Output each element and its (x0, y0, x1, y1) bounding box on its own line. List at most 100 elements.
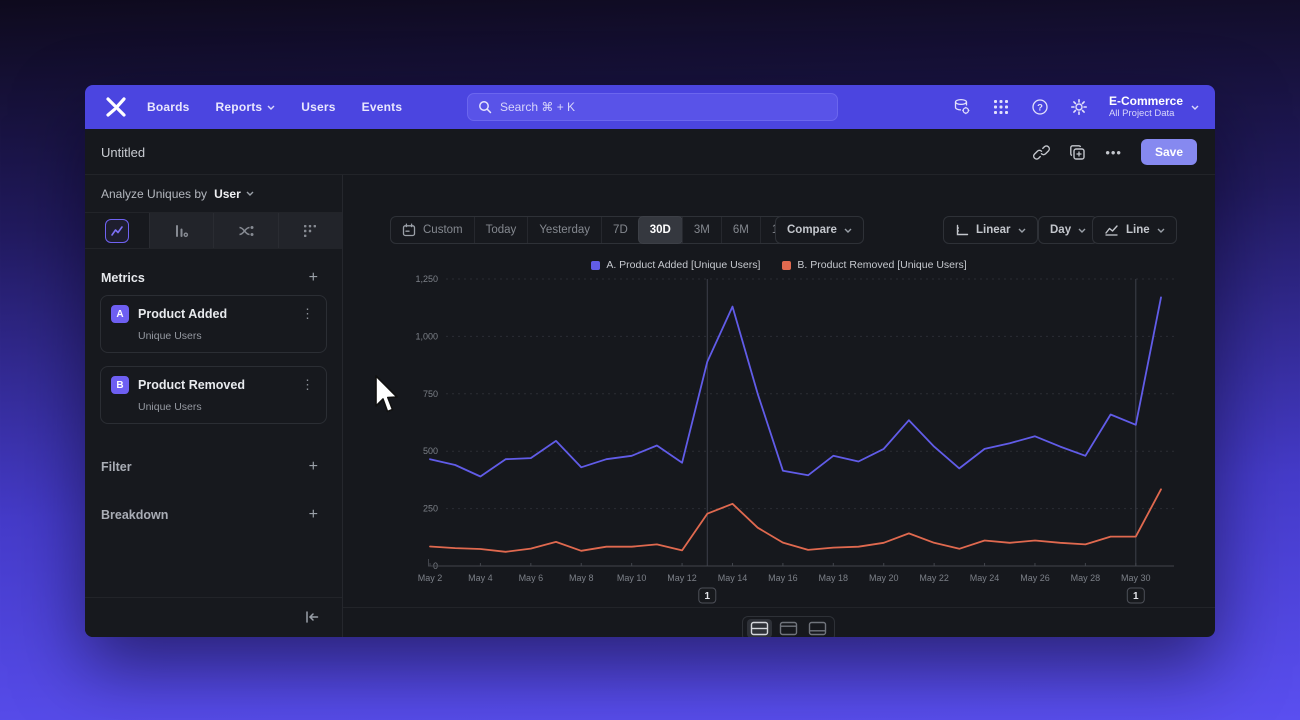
analyze-by-dropdown[interactable]: User (214, 187, 254, 201)
project-name: E-Commerce (1108, 93, 1183, 108)
svg-text:May 2: May 2 (418, 573, 443, 583)
chevron-down-icon (1078, 228, 1086, 233)
chart-type-label: Line (1126, 224, 1150, 236)
top-nav: Boards Reports Users Events Search ⌘ + K (85, 85, 1215, 129)
add-breakdown-button[interactable]: + (308, 506, 318, 523)
range-6m[interactable]: 6M (720, 217, 760, 243)
svg-text:May 6: May 6 (519, 573, 544, 583)
filter-header: Filter + (85, 458, 342, 475)
tab-flows[interactable] (213, 213, 278, 248)
scale-dropdown[interactable]: Linear (943, 216, 1038, 244)
range-today[interactable]: Today (473, 217, 528, 243)
line-chart-icon (1105, 224, 1118, 236)
svg-text:May 16: May 16 (768, 573, 798, 583)
range-custom[interactable]: Custom (391, 217, 474, 243)
metric-card-a[interactable]: A Product Added ⋮ Unique Users (100, 295, 327, 353)
svg-text:750: 750 (423, 389, 438, 399)
legend-swatch-b (782, 260, 792, 270)
add-filter-button[interactable]: + (308, 458, 318, 475)
more-options-button[interactable]: ••• (1105, 144, 1122, 160)
metric-measure[interactable]: Unique Users (138, 330, 202, 342)
query-builder-sidebar: Analyze Uniques by User (85, 175, 343, 637)
metrics-title: Metrics (101, 271, 145, 285)
svg-text:?: ? (1037, 102, 1043, 113)
save-button[interactable]: Save (1140, 139, 1197, 165)
help-icon[interactable]: ? (1031, 98, 1049, 116)
chart-type-dropdown[interactable]: Line (1092, 216, 1177, 244)
tab-insights[interactable] (85, 213, 149, 248)
range-7d[interactable]: 7D (601, 217, 639, 243)
search-placeholder: Search ⌘ + K (500, 100, 576, 114)
range-yesterday[interactable]: Yesterday (527, 217, 601, 243)
layout-bottom-button[interactable] (805, 619, 830, 637)
legend-item-b[interactable]: B. Product Removed [Unique Users] (782, 259, 967, 271)
chevron-down-icon (1157, 228, 1165, 233)
nav-item-reports[interactable]: Reports (216, 100, 276, 114)
svg-text:1: 1 (704, 591, 710, 602)
add-metric-button[interactable]: + (308, 269, 318, 286)
report-title[interactable]: Untitled (101, 145, 146, 160)
nav-right-actions: ? E-Commerce All Project Data (953, 85, 1199, 129)
legend-item-a[interactable]: A. Product Added [Unique Users] (591, 259, 760, 271)
metric-badge: B (111, 376, 129, 394)
search-input[interactable]: Search ⌘ + K (467, 93, 838, 121)
legend-swatch-a (591, 260, 601, 270)
tab-retention[interactable] (277, 213, 342, 248)
line-chart[interactable]: 0 250 500 750 1,000 1,250 May 2 May 4 May 6 May 8… (398, 273, 1198, 611)
chart-panel: Custom Today Yesterday 7D 30D 3M 6M 12M … (343, 175, 1215, 637)
range-label: 3M (693, 224, 710, 236)
metric-measure[interactable]: Unique Users (138, 401, 202, 413)
analyze-value: User (214, 186, 241, 201)
layout-split-button[interactable] (747, 619, 772, 637)
copy-link-icon[interactable] (1033, 144, 1051, 161)
metric-name: Product Removed (138, 378, 245, 392)
metric-card-b[interactable]: B Product Removed ⋮ Unique Users (100, 366, 327, 424)
range-30d-active[interactable]: 30D (637, 216, 683, 244)
range-label: 7D (613, 224, 628, 236)
layout-toggle-group (742, 616, 835, 637)
mixpanel-logo-icon[interactable] (105, 96, 127, 118)
scale-label: Linear (976, 224, 1011, 236)
app-window: Boards Reports Users Events Search ⌘ + K (85, 85, 1215, 637)
nav-item-label: Users (301, 100, 336, 114)
svg-text:1,250: 1,250 (415, 274, 438, 284)
collapse-panel-icon[interactable] (304, 609, 320, 625)
bottom-divider (343, 607, 1215, 608)
data-management-icon[interactable] (953, 98, 971, 116)
nav-item-label: Events (361, 100, 403, 114)
flows-tab-icon (239, 225, 254, 236)
svg-text:May 24: May 24 (970, 573, 1000, 583)
chevron-down-icon (844, 228, 852, 233)
nav-item-boards[interactable]: Boards (147, 100, 190, 114)
kebab-menu-icon[interactable]: ⋮ (301, 377, 314, 392)
chevron-down-icon (267, 105, 275, 110)
tab-funnels[interactable] (148, 213, 213, 248)
project-selector[interactable]: E-Commerce All Project Data (1108, 93, 1199, 120)
apps-grid-icon[interactable] (992, 98, 1010, 116)
project-subtitle: All Project Data (1108, 107, 1175, 119)
svg-text:May 20: May 20 (869, 573, 899, 583)
metrics-header: Metrics + (85, 269, 342, 286)
svg-text:May 10: May 10 (617, 573, 647, 583)
breakdown-title: Breakdown (101, 508, 169, 522)
range-label: Custom (423, 224, 463, 236)
nav-item-users[interactable]: Users (301, 100, 335, 114)
layout-top-button[interactable] (776, 619, 801, 637)
kebab-menu-icon[interactable]: ⋮ (301, 306, 314, 321)
nav-item-events[interactable]: Events (362, 100, 403, 114)
interval-dropdown[interactable]: Day (1038, 216, 1099, 244)
legend-label-b: B. Product Removed [Unique Users] (797, 259, 967, 271)
chevron-down-icon (1018, 228, 1026, 233)
compare-dropdown[interactable]: Compare (775, 216, 864, 244)
funnel-tab-icon (176, 224, 189, 237)
duplicate-icon[interactable] (1069, 144, 1086, 161)
range-label: Today (485, 224, 517, 236)
filter-title: Filter (101, 460, 132, 474)
report-type-tabs (85, 213, 342, 249)
range-3m[interactable]: 3M (681, 217, 721, 243)
settings-gear-icon[interactable] (1070, 98, 1088, 116)
report-title-bar: Untitled ••• Save (85, 129, 1215, 175)
nav-item-label: Reports (215, 100, 263, 114)
chevron-down-icon (1191, 105, 1199, 110)
interval-label: Day (1050, 224, 1072, 236)
